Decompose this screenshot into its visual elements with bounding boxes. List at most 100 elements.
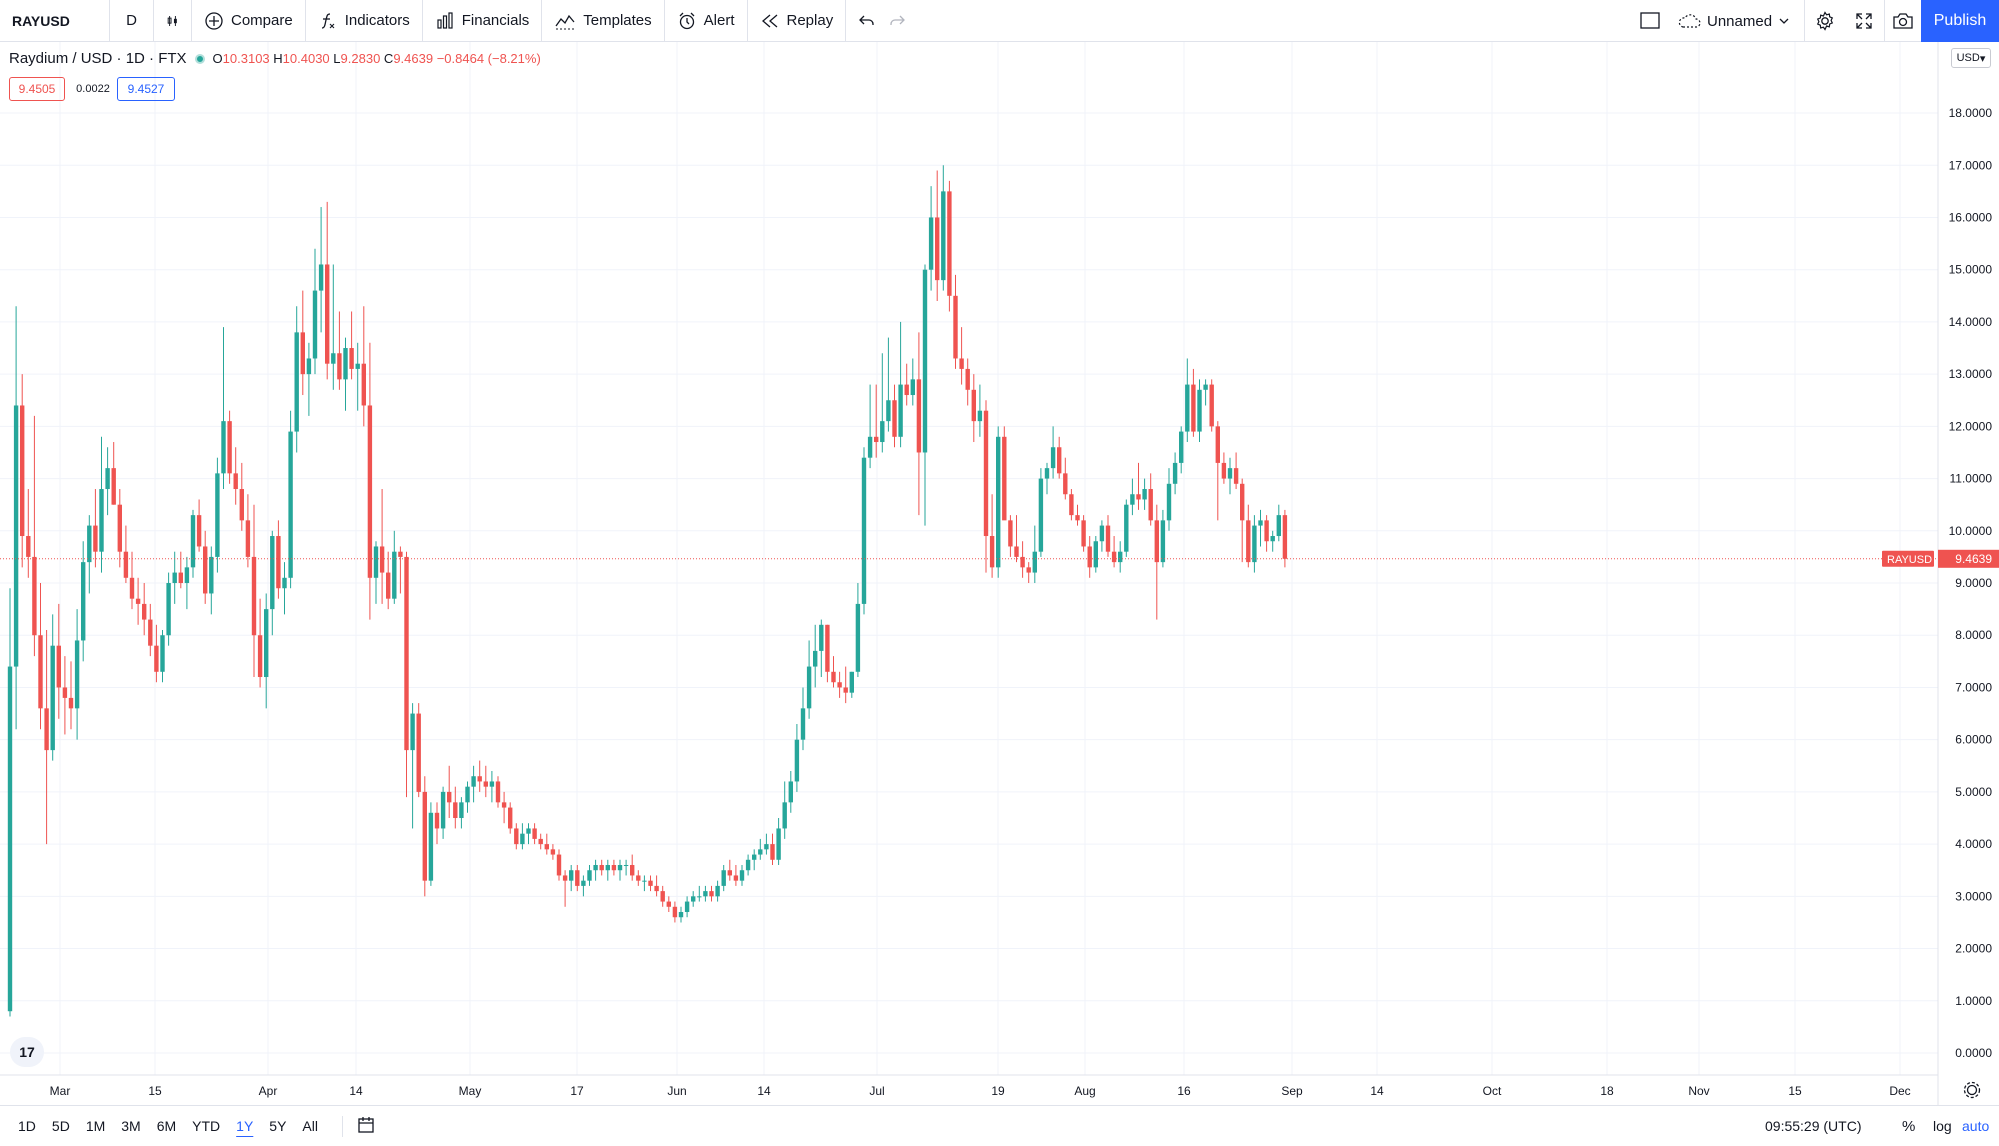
- candle-body: [587, 870, 592, 881]
- sell-price: 9.4505: [18, 82, 56, 96]
- range-button-5d[interactable]: 5D: [51, 1118, 70, 1134]
- candle-down: [544, 833, 549, 855]
- market-status-dot: [194, 53, 205, 64]
- candle-body: [87, 525, 92, 563]
- compare-button[interactable]: Compare: [192, 0, 306, 42]
- price-tick-label: 15.0000: [1949, 263, 1993, 277]
- candle-body: [867, 436, 873, 458]
- undo-button[interactable]: [846, 0, 882, 42]
- time-axis-settings-button[interactable]: [1963, 1081, 1981, 1099]
- price-chart[interactable]: 18.0000 17.0000 16.0000 15.0000 14.0000 13.00…: [0, 42, 1999, 1105]
- percent-toggle[interactable]: %: [1902, 1118, 1916, 1135]
- candle-body: [190, 515, 196, 568]
- publish-button[interactable]: Publish: [1921, 0, 1999, 42]
- candle-body: [752, 854, 757, 860]
- candle-body: [1166, 483, 1172, 521]
- time-tick-label: 16: [1177, 1084, 1191, 1098]
- cloud-icon: [1678, 14, 1701, 28]
- range-button-ytd[interactable]: YTD: [192, 1118, 221, 1134]
- candle-down: [1105, 515, 1111, 557]
- candle-up: [1252, 515, 1257, 573]
- change-value: −0.8464 (−8.21%): [436, 51, 541, 66]
- candle-body: [959, 358, 964, 369]
- financials-label: Financials: [461, 12, 530, 29]
- select-rectangle-button[interactable]: [1628, 0, 1672, 42]
- candle-down: [636, 870, 641, 886]
- candle-down: [1240, 478, 1245, 563]
- candle-body: [172, 572, 177, 584]
- financials-button[interactable]: Financials: [423, 0, 543, 42]
- settings-button[interactable]: [1804, 0, 1844, 42]
- templates-button[interactable]: Templates: [542, 0, 665, 42]
- range-button-5y[interactable]: 5Y: [269, 1118, 287, 1134]
- candle-body: [373, 546, 379, 578]
- candle-down: [971, 374, 976, 443]
- candle-body: [331, 353, 336, 364]
- candle-up: [221, 327, 226, 490]
- candle-body: [721, 870, 726, 886]
- candle-up: [745, 854, 751, 876]
- chevron-down-icon: [1779, 18, 1789, 24]
- candle-body: [355, 363, 360, 369]
- redo-button[interactable]: [882, 0, 912, 42]
- utc-clock[interactable]: 09:55:29 (UTC): [1765, 1118, 1862, 1134]
- legend-title[interactable]: Raydium / USD · 1D · FTX: [9, 50, 187, 67]
- range-button-all[interactable]: All: [302, 1118, 318, 1134]
- candle-body: [569, 870, 574, 881]
- candle-down: [422, 776, 427, 897]
- high-value: 10.4030: [282, 51, 330, 66]
- candle-body: [678, 912, 684, 918]
- candle-down: [654, 875, 659, 897]
- candle-body: [318, 264, 324, 291]
- time-tick-label: Mar: [50, 1084, 71, 1098]
- alert-button[interactable]: Alert: [665, 0, 748, 42]
- candle-body: [227, 421, 232, 474]
- candle-body: [611, 865, 617, 871]
- symbol-search-button[interactable]: RAYUSD: [0, 0, 110, 42]
- time-tick-label: 18: [1600, 1084, 1614, 1098]
- range-button-1y[interactable]: 1Y: [236, 1118, 254, 1134]
- candle-up: [782, 781, 787, 839]
- range-button-6m[interactable]: 6M: [156, 1118, 177, 1134]
- snapshot-button[interactable]: [1884, 0, 1921, 42]
- candle-body: [32, 556, 37, 636]
- chart-type-button[interactable]: [154, 0, 192, 42]
- candle-down: [1057, 436, 1062, 479]
- goto-date-button[interactable]: [341, 1115, 377, 1137]
- candle-body: [971, 389, 976, 422]
- log-toggle[interactable]: log: [1933, 1118, 1952, 1134]
- candle-body: [953, 295, 958, 359]
- candle-up: [1050, 426, 1056, 479]
- range-button-3m[interactable]: 3M: [121, 1118, 141, 1134]
- candle-body: [849, 671, 854, 693]
- layout-menu-button[interactable]: Unnamed: [1677, 0, 1790, 42]
- sell-button[interactable]: 9.4505: [9, 77, 65, 101]
- candle-up: [1179, 426, 1184, 474]
- candle-body: [203, 546, 208, 594]
- range-button-1m[interactable]: 1M: [85, 1118, 106, 1134]
- price-tick-label: 0.0000: [1955, 1046, 1992, 1060]
- tradingview-logo[interactable]: 17: [10, 1037, 44, 1067]
- candle-down: [1008, 515, 1013, 557]
- range-button-1d[interactable]: 1D: [18, 1118, 36, 1134]
- interval-button[interactable]: D: [110, 0, 154, 42]
- currency-dropdown[interactable]: USD ▾: [1951, 48, 1991, 68]
- candle-body: [7, 666, 13, 1012]
- candle-up: [288, 410, 293, 589]
- candle-body: [142, 603, 147, 620]
- auto-toggle[interactable]: auto: [1962, 1118, 1990, 1134]
- buy-button[interactable]: 9.4527: [117, 77, 175, 101]
- candle-up: [928, 186, 934, 291]
- candle-body: [1026, 567, 1031, 573]
- candle-body: [440, 791, 446, 829]
- spread-label: 0.0022: [76, 83, 110, 95]
- candle-body: [861, 457, 867, 604]
- candle-body: [1002, 436, 1007, 521]
- candle-up: [318, 207, 324, 333]
- candles-layer: [7, 165, 1288, 1017]
- fullscreen-button[interactable]: [1844, 0, 1884, 42]
- indicators-button[interactable]: Indicators: [306, 0, 423, 42]
- replay-button[interactable]: Replay: [748, 0, 847, 42]
- candle-down: [1069, 489, 1074, 521]
- candle-up: [1044, 462, 1050, 495]
